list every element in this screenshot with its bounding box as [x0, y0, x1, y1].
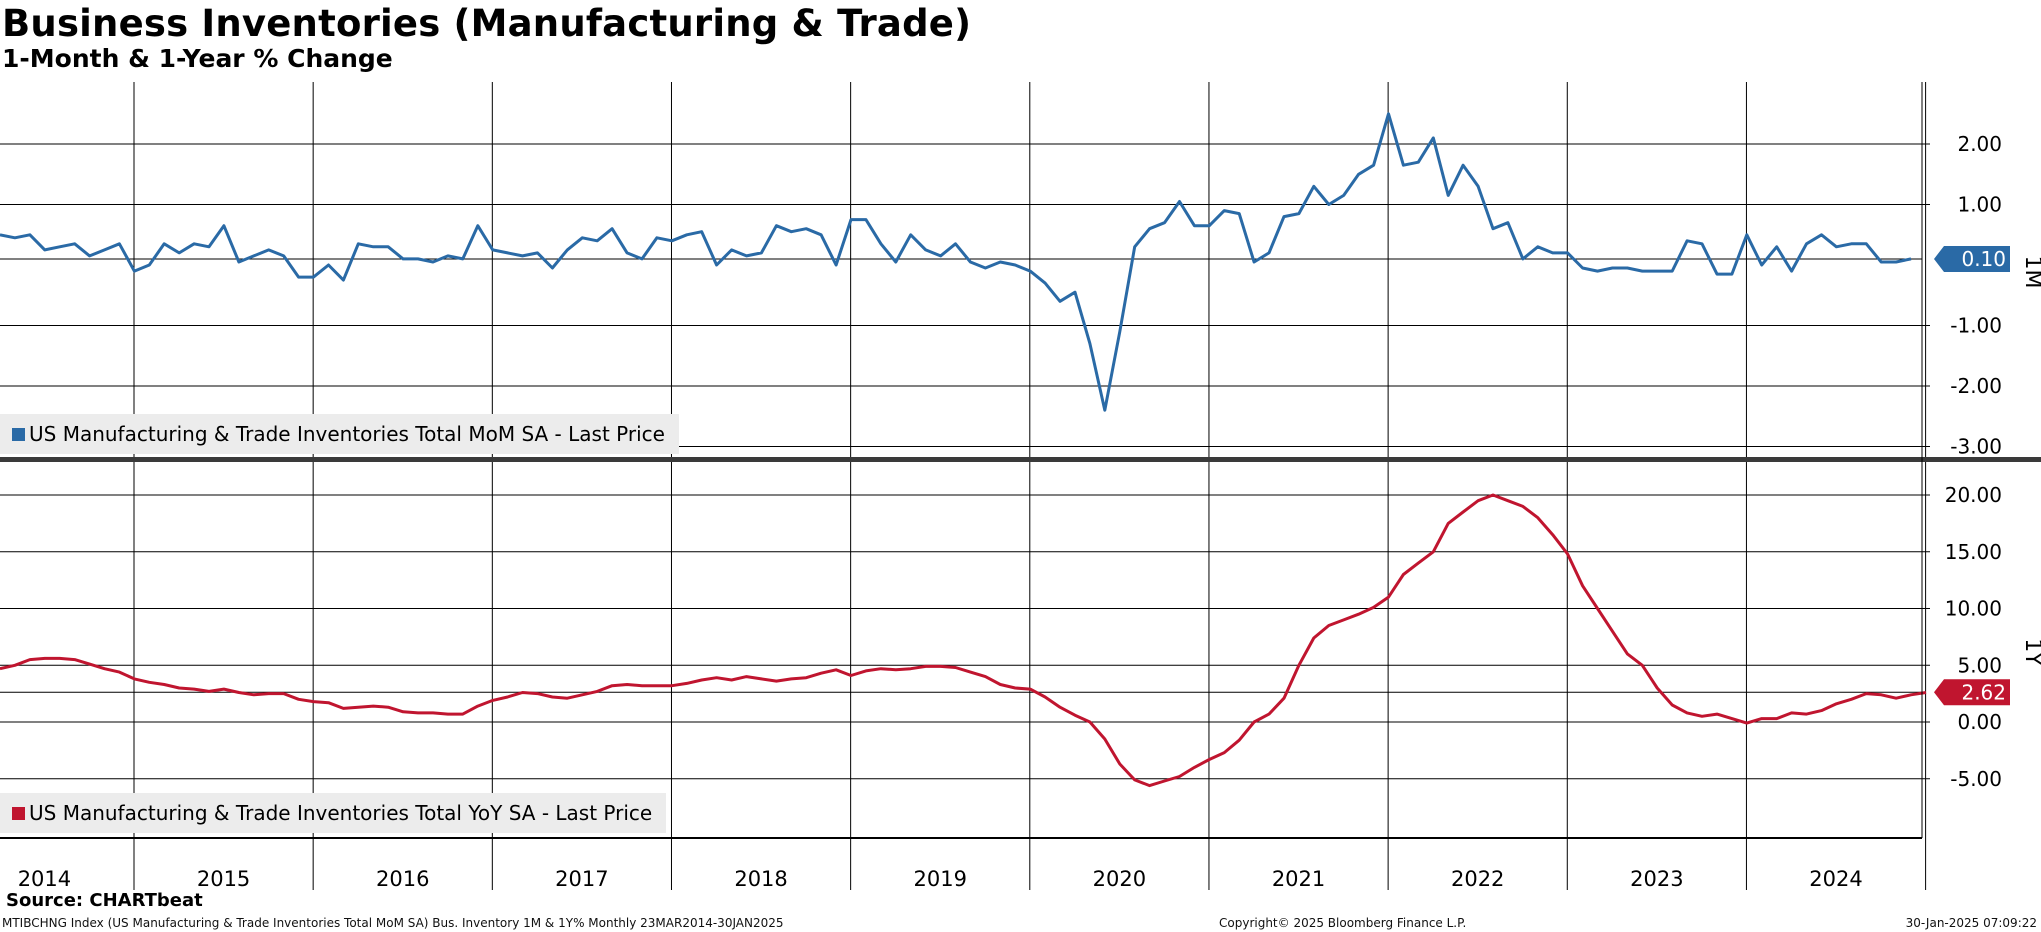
- y-tick-label: 10.00: [1945, 597, 2002, 621]
- y-tick-label: 2.00: [1957, 132, 2002, 156]
- x-tick-label: 2016: [376, 867, 429, 891]
- last-value-label-mom: 0.10: [1961, 247, 2006, 271]
- y-tick-label: -1.00: [1950, 314, 2002, 338]
- legend-yoy: US Manufacturing & Trade Inventories Tot…: [0, 793, 667, 833]
- x-tick-label: 2022: [1451, 867, 1504, 891]
- legend-label-yoy: US Manufacturing & Trade Inventories Tot…: [29, 801, 653, 825]
- y-tick-label: 20.00: [1945, 483, 2002, 507]
- footer-copyright: Copyright© 2025 Bloomberg Finance L.P.: [1219, 916, 1467, 930]
- series-line-yoy: [0, 493, 1927, 788]
- grid-layer: [0, 82, 1927, 890]
- footer-timestamp: 30-Jan-2025 07:09:22: [1905, 916, 2037, 930]
- x-tick-label: 2024: [1809, 867, 1862, 891]
- legend-mom: US Manufacturing & Trade Inventories Tot…: [0, 414, 679, 454]
- y-tick-label: 0.00: [1957, 710, 2002, 734]
- footer-description: MTIBCHNG Index (US Manufacturing & Trade…: [2, 916, 784, 930]
- panel-separator: [0, 457, 2041, 462]
- x-tick-label: 2015: [197, 867, 250, 891]
- series-line-mom: [0, 112, 1912, 412]
- legend-swatch-mom: [12, 427, 25, 441]
- x-tick-label: 2021: [1272, 867, 1325, 891]
- last-value-badge-yoy: [1934, 679, 2010, 706]
- panel-label: 1Y: [2020, 638, 2041, 666]
- legend-label-mom: US Manufacturing & Trade Inventories Tot…: [29, 422, 665, 446]
- x-tick-label: 2019: [913, 867, 966, 891]
- x-tick-label: 2020: [1093, 867, 1146, 891]
- y-tick-label: 1.00: [1957, 193, 2002, 217]
- y-tick-label: -2.00: [1950, 374, 2002, 398]
- source-label: Source: CHARTbeat: [6, 890, 203, 911]
- panel-label: 1M: [2020, 256, 2041, 289]
- series-layer: [0, 112, 1927, 788]
- y-tick-label: 5.00: [1957, 653, 2002, 677]
- y-tick-label: -3.00: [1950, 435, 2002, 459]
- legend-swatch-yoy: [12, 806, 25, 820]
- x-tick-label: 2014: [18, 867, 71, 891]
- x-tick-label: 2018: [734, 867, 787, 891]
- x-tick-label: 2017: [555, 867, 608, 891]
- chart-subtitle: 1-Month & 1-Year % Change: [2, 44, 393, 73]
- x-tick-label: 2023: [1630, 867, 1683, 891]
- last-value-badge-mom: [1934, 245, 2010, 272]
- chart-title: Business Inventories (Manufacturing & Tr…: [2, 2, 972, 45]
- last-value-label-yoy: 2.62: [1961, 680, 2006, 704]
- y-tick-label: 15.00: [1945, 540, 2002, 564]
- y-tick-label: -5.00: [1950, 767, 2002, 791]
- axis-layer: 2014 2015 2016 2017 2018 2019 2020 2021 2022 2023…: [0, 82, 2041, 891]
